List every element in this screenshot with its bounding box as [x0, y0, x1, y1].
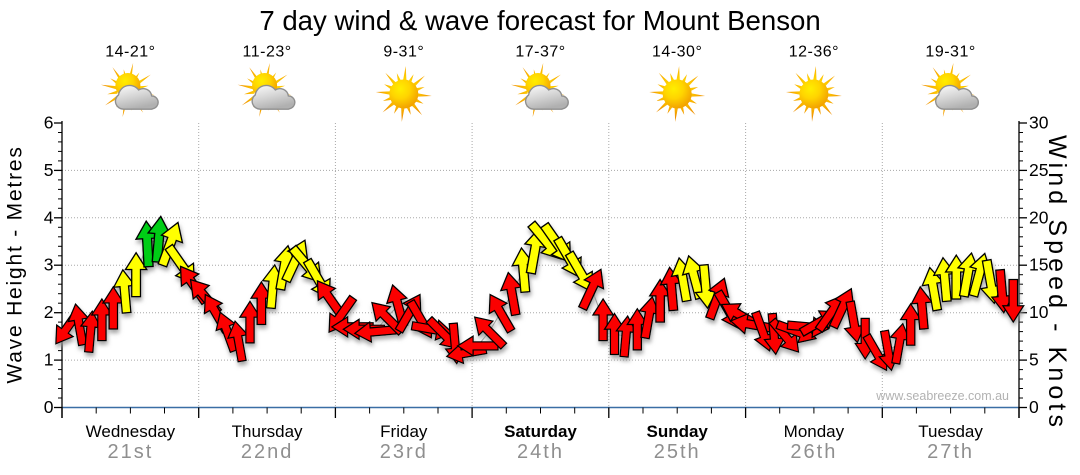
svg-text:Tuesday: Tuesday [918, 422, 983, 441]
svg-text:24th: 24th [517, 441, 564, 463]
svg-text:11-23°: 11-23° [243, 44, 292, 61]
svg-text:12-36°: 12-36° [789, 44, 839, 61]
svg-text:14-30°: 14-30° [652, 44, 702, 61]
svg-text:19-31°: 19-31° [925, 44, 975, 61]
svg-text:17-37°: 17-37° [515, 44, 565, 61]
svg-text:4: 4 [44, 207, 54, 227]
svg-text:22nd: 22nd [241, 441, 294, 463]
svg-text:5: 5 [1029, 350, 1039, 370]
svg-text:21st: 21st [107, 441, 153, 463]
svg-text:14-21°: 14-21° [105, 44, 155, 61]
svg-text:www.seabreeze.com.au: www.seabreeze.com.au [875, 389, 1009, 403]
svg-text:Saturday: Saturday [504, 422, 577, 441]
svg-text:2: 2 [44, 302, 54, 322]
svg-text:25: 25 [1029, 160, 1048, 180]
svg-text:30: 30 [1029, 113, 1049, 133]
svg-text:23rd: 23rd [380, 441, 428, 463]
svg-text:3: 3 [44, 255, 54, 275]
svg-text:0: 0 [44, 397, 54, 417]
svg-text:27th: 27th [927, 441, 974, 463]
svg-text:25th: 25th [654, 441, 701, 463]
svg-text:Wednesday: Wednesday [86, 422, 176, 441]
svg-text:6: 6 [44, 113, 54, 133]
svg-text:Wind Speed - Knots: Wind Speed - Knots [1043, 135, 1071, 431]
svg-text:0: 0 [1029, 397, 1039, 417]
svg-text:20: 20 [1029, 207, 1049, 227]
svg-text:26th: 26th [790, 441, 837, 463]
svg-text:Monday: Monday [784, 422, 845, 441]
svg-text:1: 1 [44, 350, 54, 370]
svg-text:Wave Height - Metres: Wave Height - Metres [4, 145, 27, 383]
svg-text:Sunday: Sunday [646, 422, 708, 441]
svg-text:15: 15 [1029, 255, 1048, 275]
svg-text:10: 10 [1029, 302, 1049, 322]
svg-text:5: 5 [44, 160, 54, 180]
svg-text:Thursday: Thursday [232, 422, 303, 441]
svg-text:Friday: Friday [380, 422, 428, 441]
svg-text:9-31°: 9-31° [383, 44, 424, 61]
